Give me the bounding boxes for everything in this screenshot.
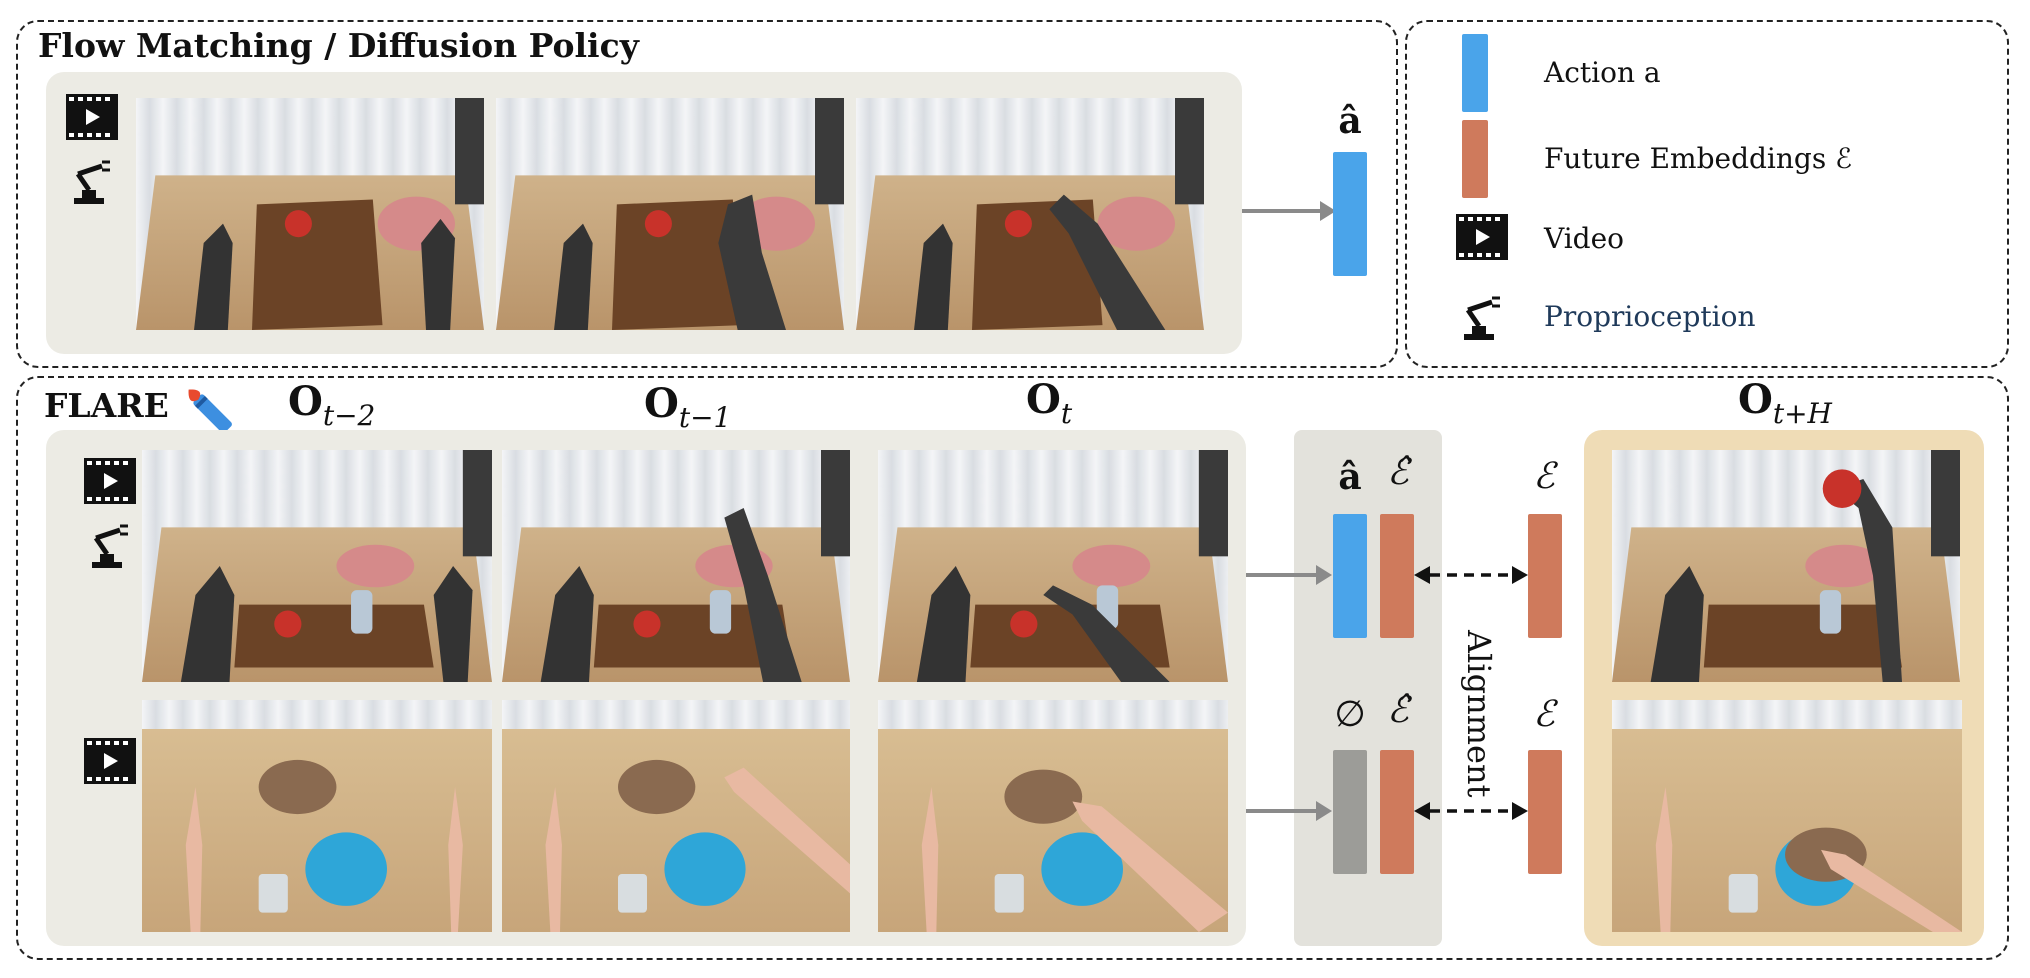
robot-arm-icon [1458, 296, 1504, 342]
row2-pred-embedding-bar [1380, 750, 1414, 874]
legend-action-label: Action a [1544, 56, 1661, 89]
policy-action-symbol: â [1338, 100, 1362, 142]
row2-target-embedding-symbol: ℰ [1533, 694, 1555, 735]
legend-embedding-label: Future Embeddings ℰ [1544, 142, 1853, 175]
row1-pred-embedding-bar [1380, 514, 1414, 638]
policy-frame-2 [496, 98, 844, 330]
obs-label-t-plus-h: Ot+H [1738, 376, 1832, 430]
policy-frame-3 [856, 98, 1204, 330]
row1-action-symbol: â [1338, 456, 1362, 498]
alignment-arrow-row2 [1414, 802, 1528, 820]
hand-frame-t-minus-2 [142, 700, 492, 932]
robot-frame-t-minus-1 [502, 450, 850, 682]
row1-target-embedding-symbol: ℰ [1533, 456, 1555, 497]
row2-null-bar [1333, 750, 1367, 874]
flare-row2-arrow [1246, 801, 1332, 821]
robot-frame-t-minus-2 [142, 450, 492, 682]
flare-row1-arrow [1246, 565, 1332, 585]
video-icon [66, 94, 118, 140]
robot-frame-t [878, 450, 1228, 682]
flare-title: FLARE [44, 386, 169, 425]
flare-panel [16, 376, 2009, 960]
policy-panel [16, 20, 1398, 368]
legend-video-label: Video [1544, 222, 1625, 255]
video-icon [84, 458, 136, 504]
alignment-label: Alignment [1460, 630, 1498, 798]
torch-icon [178, 380, 236, 436]
row1-action-bar [1333, 514, 1367, 638]
policy-arrow [1242, 201, 1336, 221]
policy-frame-1 [136, 98, 484, 330]
obs-label-t: Ot [1026, 376, 1073, 430]
obs-label-t-minus-2: Ot−2 [288, 378, 376, 432]
legend-proprioception-label: Proprioception [1544, 300, 1756, 333]
legend-panel [1405, 20, 2009, 368]
row2-target-embedding-bar [1528, 750, 1562, 874]
alignment-panel [1294, 430, 1442, 946]
row2-pred-embedding-symbol: ℰ̂ [1387, 690, 1409, 731]
row1-pred-embedding-symbol: ℰ̂ [1387, 452, 1409, 493]
hand-frame-t [878, 700, 1228, 932]
video-icon [84, 738, 136, 784]
robot-arm-icon [68, 160, 114, 206]
policy-action-bar [1333, 152, 1367, 276]
policy-title: Flow Matching / Diffusion Policy [38, 26, 639, 65]
hand-frame-t-minus-1 [502, 700, 850, 932]
obs-label-t-minus-1: Ot−1 [644, 380, 732, 434]
row1-target-embedding-bar [1528, 514, 1562, 638]
future-robot-frame [1612, 450, 1960, 682]
row2-null-symbol: ∅ [1334, 694, 1366, 735]
legend-action-swatch [1462, 34, 1488, 112]
video-icon [1456, 214, 1508, 260]
alignment-arrow-row1 [1414, 566, 1528, 584]
legend-embedding-swatch [1462, 120, 1488, 198]
robot-arm-icon [86, 524, 132, 570]
future-hand-frame [1612, 700, 1962, 932]
